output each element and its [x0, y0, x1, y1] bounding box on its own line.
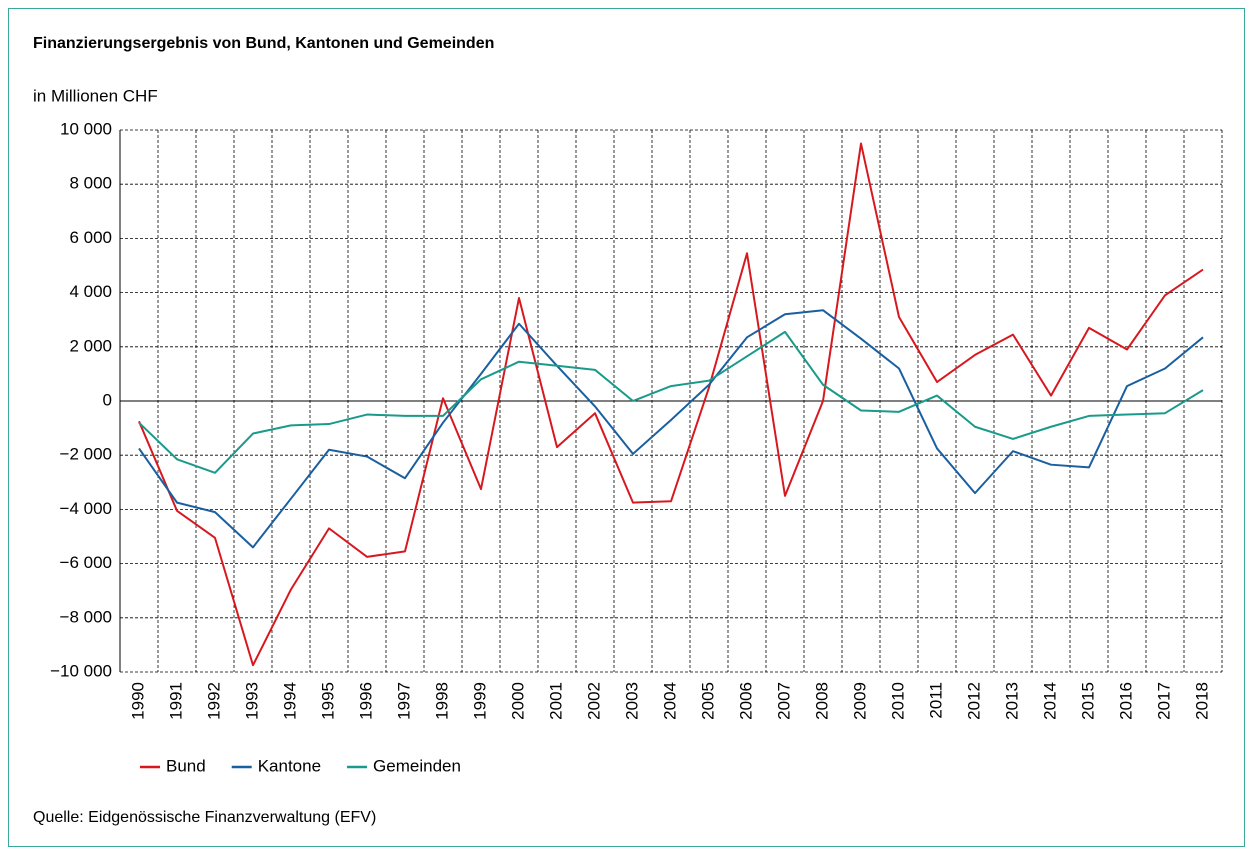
x-tick-label: 2004	[660, 682, 679, 720]
x-tick-label: 1994	[280, 682, 299, 720]
series-line	[138, 330, 1204, 474]
y-tick-label: 8 000	[69, 174, 112, 193]
series-line	[138, 309, 1204, 549]
legend-label: Kantone	[258, 756, 321, 775]
x-tick-label: 2014	[1040, 682, 1059, 720]
x-tick-label: 2016	[1116, 682, 1135, 720]
y-tick-label: −4 000	[60, 499, 112, 518]
y-tick-label: 4 000	[69, 282, 112, 301]
x-tick-label: 2001	[546, 682, 565, 720]
x-tick-label: 2012	[964, 682, 983, 720]
x-tick-label: 2011	[926, 682, 945, 719]
x-tick-label: 1995	[318, 682, 337, 720]
x-tick-label: 2009	[850, 682, 869, 720]
x-tick-label: 1991	[166, 682, 185, 720]
x-tick-label: 2017	[1154, 682, 1173, 720]
x-tick-label: 1992	[204, 682, 223, 720]
legend-label: Gemeinden	[373, 756, 461, 775]
x-tick-label: 2006	[736, 682, 755, 720]
y-tick-label: 6 000	[69, 228, 112, 247]
y-tick-label: −8 000	[60, 607, 112, 626]
x-tick-label: 1996	[356, 682, 375, 720]
y-tick-label: −2 000	[60, 445, 112, 464]
y-tick-label: −6 000	[60, 553, 112, 572]
x-tick-label: 1993	[242, 682, 261, 720]
x-tick-label: 1990	[128, 682, 147, 720]
x-tick-label: 2000	[508, 682, 527, 720]
legend-label: Bund	[166, 756, 206, 775]
y-tick-label: 10 000	[60, 119, 112, 138]
series-line	[138, 142, 1204, 667]
x-tick-label: 2018	[1192, 682, 1211, 720]
x-tick-label: 2003	[622, 682, 641, 720]
y-tick-label: 2 000	[69, 336, 112, 355]
x-tick-label: 2013	[1002, 682, 1021, 720]
y-tick-label: −10 000	[50, 661, 112, 680]
x-tick-label: 2008	[812, 682, 831, 720]
x-tick-label: 2015	[1078, 682, 1097, 720]
x-tick-label: 1997	[394, 682, 413, 720]
y-tick-label: 0	[103, 390, 112, 409]
y-axis-label: in Millionen CHF	[33, 86, 158, 105]
x-tick-label: 1998	[432, 682, 451, 720]
frame	[8, 8, 1245, 847]
chart-title: Finanzierungsergebnis von Bund, Kantonen…	[33, 35, 494, 52]
x-tick-label: 2005	[698, 682, 717, 720]
x-tick-label: 1999	[470, 682, 489, 720]
x-tick-label: 2002	[584, 682, 603, 720]
x-tick-label: 2007	[774, 682, 793, 720]
source: Quelle: Eidgenössische Finanzverwaltung …	[33, 809, 376, 826]
x-tick-label: 2010	[888, 682, 907, 720]
